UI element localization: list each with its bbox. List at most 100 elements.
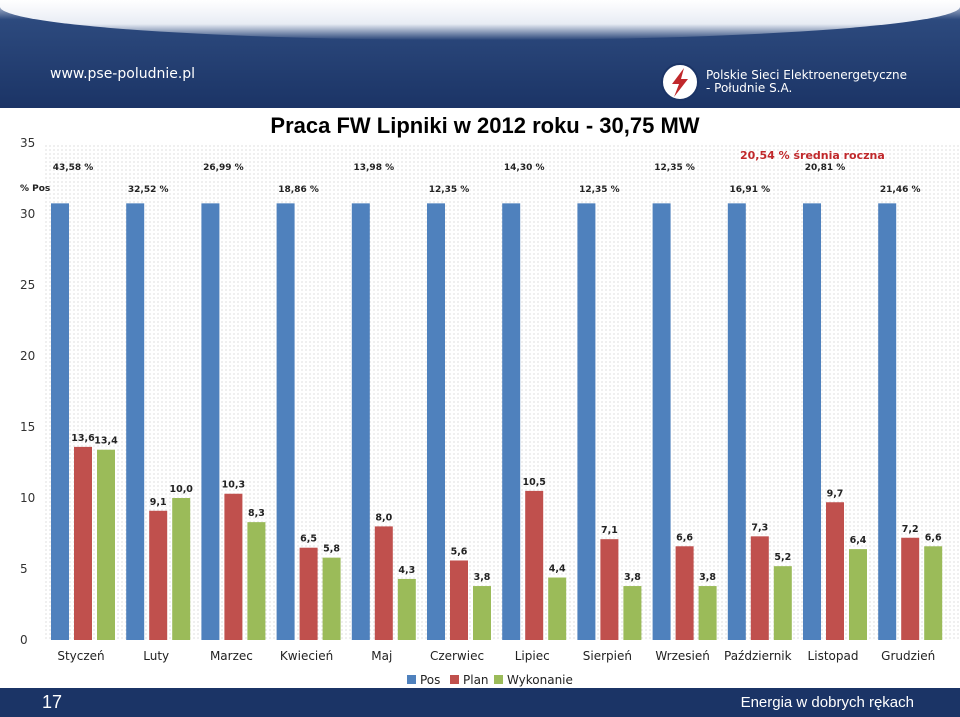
plan-bar xyxy=(600,539,619,640)
legend-label: Plan xyxy=(463,673,489,687)
pct-axis-label: % Pos xyxy=(20,184,50,194)
legend: Pos Plan Wykonanie xyxy=(407,673,573,687)
wykonanie-bar xyxy=(924,546,943,640)
category-label: Grudzień xyxy=(881,649,935,663)
average-label: 20,54 % średnia roczna xyxy=(740,149,885,162)
y-tick-label: 10 xyxy=(20,491,35,505)
pos-bar xyxy=(652,203,671,640)
plan-bar xyxy=(149,510,168,640)
wykonanie-value-label: 6,4 xyxy=(850,535,867,546)
wykonanie-value-label: 4,4 xyxy=(549,564,566,575)
wykonanie-bar xyxy=(773,566,792,640)
y-tick-label: 15 xyxy=(20,420,35,434)
wykonanie-bar xyxy=(397,578,416,640)
y-tick-label: 25 xyxy=(20,278,35,292)
wykonanie-bar xyxy=(322,557,341,640)
wykonanie-value-label: 3,8 xyxy=(699,572,716,583)
category-label: Lipiec xyxy=(515,649,550,663)
pct-of-pos-label: 32,52 % xyxy=(128,185,169,195)
pct-of-pos-label: 16,91 % xyxy=(729,185,770,195)
pct-of-pos-label: 13,98 % xyxy=(353,163,394,173)
plan-bar xyxy=(525,490,544,640)
category-label: Kwiecień xyxy=(280,649,333,663)
plan-bar xyxy=(901,537,920,640)
plan-bar xyxy=(826,502,844,640)
wykonanie-value-label: 3,8 xyxy=(624,572,641,583)
wykonanie-value-label: 3,8 xyxy=(474,572,491,583)
wykonanie-bar xyxy=(473,586,491,640)
plan-value-label: 13,6 xyxy=(71,433,95,444)
wykonanie-bar xyxy=(548,577,567,640)
plan-value-label: 8,0 xyxy=(375,512,392,523)
plan-bar xyxy=(450,560,468,640)
pos-bar xyxy=(51,203,69,640)
pct-of-pos-label: 12,35 % xyxy=(429,185,470,195)
pse-logo-icon xyxy=(661,63,699,101)
y-tick-label: 0 xyxy=(20,633,28,647)
bar-chart: Praca FW Lipniki w 2012 roku - 30,75 MW … xyxy=(20,113,960,687)
category-label: Październik xyxy=(724,649,792,663)
plan-value-label: 7,3 xyxy=(751,522,768,533)
site-url[interactable]: www.pse-poludnie.pl xyxy=(50,66,196,82)
category-label: Listopad xyxy=(808,649,859,663)
plan-value-label: 7,1 xyxy=(601,525,618,536)
pct-of-pos-label: 12,35 % xyxy=(579,185,620,195)
company-line-2: - Południe S.A. xyxy=(706,81,793,95)
plan-value-label: 10,5 xyxy=(522,477,545,488)
category-label: Luty xyxy=(143,649,169,663)
wykonanie-value-label: 13,4 xyxy=(94,436,118,447)
plan-value-label: 6,5 xyxy=(300,534,317,545)
plan-value-label: 5,6 xyxy=(451,546,468,557)
slide-number: 17 xyxy=(42,692,63,712)
plan-value-label: 10,3 xyxy=(222,480,245,491)
pct-of-pos-label: 20,81 % xyxy=(805,163,846,173)
pos-bar xyxy=(126,203,145,640)
category-label: Marzec xyxy=(210,649,253,663)
wykonanie-value-label: 10,0 xyxy=(169,484,193,495)
legend-swatch xyxy=(407,675,416,684)
pct-of-pos-label: 14,30 % xyxy=(504,163,545,173)
company-name: Polskie Sieci Elektroenergetyczne - Połu… xyxy=(706,69,907,95)
wykonanie-value-label: 8,3 xyxy=(248,508,265,519)
wykonanie-bar xyxy=(623,586,642,640)
pct-of-pos-label: 21,46 % xyxy=(880,185,921,195)
pct-of-pos-label: 43,58 % xyxy=(53,163,94,173)
wykonanie-value-label: 5,8 xyxy=(323,544,340,555)
y-tick-label: 20 xyxy=(20,349,35,363)
legend-swatch xyxy=(494,675,503,684)
wykonanie-bar xyxy=(698,586,717,640)
category-label: Sierpień xyxy=(583,649,632,663)
y-tick-label: 30 xyxy=(20,207,35,221)
slogan: Energia w dobrych rękach xyxy=(740,694,914,711)
y-tick-label: 35 xyxy=(20,136,35,150)
wykonanie-value-label: 5,2 xyxy=(774,552,791,563)
header-wave xyxy=(0,0,960,40)
pos-bar xyxy=(502,203,521,640)
pos-bar xyxy=(201,203,220,640)
company-line-1: Polskie Sieci Elektroenergetyczne xyxy=(706,68,908,82)
category-label: Maj xyxy=(371,649,392,663)
plan-value-label: 9,7 xyxy=(827,488,844,499)
pct-of-pos-label: 18,86 % xyxy=(278,185,319,195)
wykonanie-bar xyxy=(247,522,266,640)
legend-label: Wykonanie xyxy=(507,673,573,687)
wykonanie-bar xyxy=(97,449,115,640)
pct-of-pos-label: 12,35 % xyxy=(654,163,695,173)
plan-bar xyxy=(750,536,769,640)
category-label: Styczeń xyxy=(57,649,104,663)
wykonanie-bar xyxy=(849,549,867,640)
category-label: Wrzesień xyxy=(655,649,710,663)
pct-of-pos-label: 26,99 % xyxy=(203,163,244,173)
plan-bar xyxy=(675,546,694,640)
plan-value-label: 6,6 xyxy=(676,532,693,543)
plan-bar xyxy=(374,526,393,640)
wykonanie-bar xyxy=(172,498,191,640)
y-tick-label: 5 xyxy=(20,562,28,576)
pos-bar xyxy=(427,203,445,640)
legend-label: Pos xyxy=(420,673,440,687)
legend-swatch xyxy=(450,675,459,684)
pos-bar xyxy=(727,203,746,640)
plan-bar xyxy=(74,446,92,640)
pos-bar xyxy=(577,203,596,640)
plan-bar xyxy=(224,493,243,640)
